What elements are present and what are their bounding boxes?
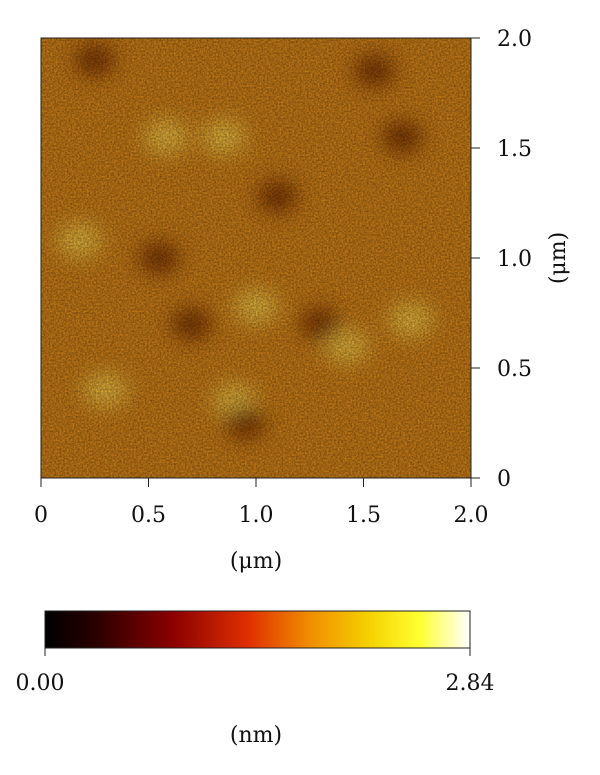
colorbar-unit-label: (nm) (230, 723, 282, 748)
y-axis-title: (μm) (546, 232, 571, 284)
x-axis-title: (μm) (230, 549, 282, 574)
x-tick-label: 1.5 (346, 503, 381, 528)
colorbar-min-label: 0.00 (16, 671, 65, 696)
surface-grain (41, 38, 471, 478)
x-tick-label: 0 (34, 503, 48, 528)
height-map (41, 38, 471, 478)
x-tick-label: 1.0 (239, 503, 274, 528)
x-tick-label: 0.5 (131, 503, 166, 528)
y-tick-label: 0 (497, 467, 511, 492)
x-axis: 0 0.5 1.0 1.5 2.0 (34, 478, 489, 528)
y-tick-label: 1.0 (497, 247, 532, 272)
y-tick-label: 1.5 (497, 137, 532, 162)
x-tick-label: 2.0 (454, 503, 489, 528)
y-axis: 0 0.5 1.0 1.5 2.0 (471, 27, 532, 492)
colorbar-max-label: 2.84 (446, 671, 495, 696)
colorbar (44, 610, 471, 649)
y-tick-label: 2.0 (497, 27, 532, 52)
y-tick-label: 0.5 (497, 357, 532, 382)
